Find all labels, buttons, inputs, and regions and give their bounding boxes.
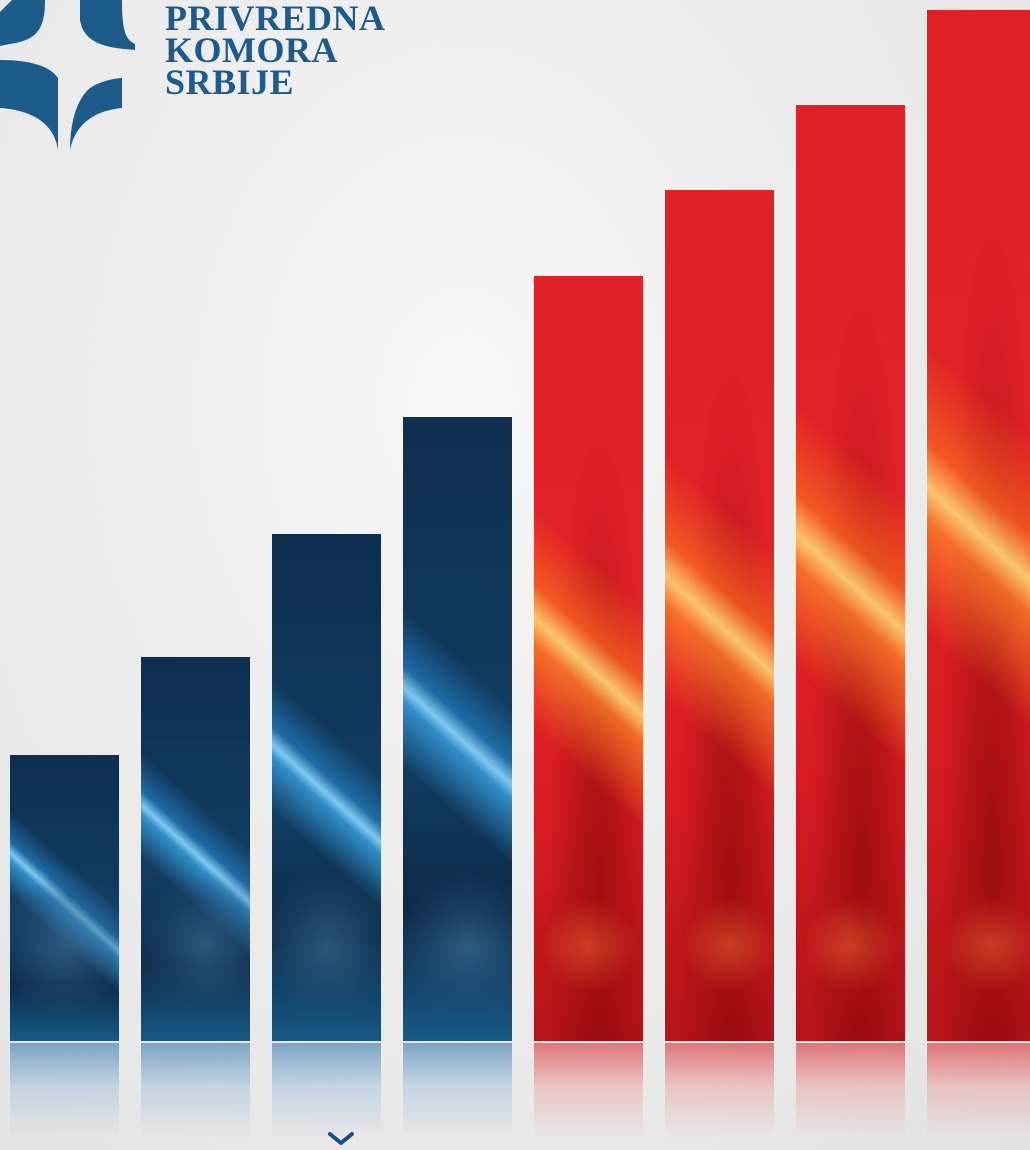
logo-text: PRIVREDNA KOMORA SRBIJE [165, 0, 386, 102]
logo-line-3: SRBIJE [165, 62, 295, 102]
bar-reflection-6 [665, 1043, 774, 1138]
logo-line-1: PRIVREDNA [165, 0, 386, 38]
chevron-down-icon[interactable] [328, 1131, 354, 1147]
logo[interactable]: PRIVREDNA KOMORA SRBIJE [0, 0, 440, 160]
gear-decoration [141, 871, 250, 1021]
bar-reflection-3 [272, 1043, 381, 1138]
gear-decoration [796, 871, 905, 1021]
gear-decoration [403, 871, 512, 1021]
gear-decoration [10, 871, 119, 1021]
gear-decoration [272, 871, 381, 1021]
bar-1 [10, 755, 119, 1041]
logo-cross-icon [0, 0, 135, 150]
gear-decoration [927, 871, 1030, 1021]
bar-4 [403, 417, 512, 1041]
gear-decoration [665, 871, 774, 1021]
bar-8 [927, 10, 1030, 1041]
gear-decoration [534, 871, 643, 1021]
bar-3 [272, 534, 381, 1041]
bar-5 [534, 276, 643, 1041]
bar-reflection-2 [141, 1043, 250, 1138]
bar-reflection-8 [927, 1043, 1030, 1138]
logo-line-2: KOMORA [165, 30, 338, 70]
bar-2 [141, 657, 250, 1041]
bar-reflection-7 [796, 1043, 905, 1138]
bar-6 [665, 190, 774, 1041]
bar-7 [796, 105, 905, 1041]
bar-reflection-5 [534, 1043, 643, 1138]
bar-reflection-4 [403, 1043, 512, 1138]
bar-reflection-1 [10, 1043, 119, 1138]
